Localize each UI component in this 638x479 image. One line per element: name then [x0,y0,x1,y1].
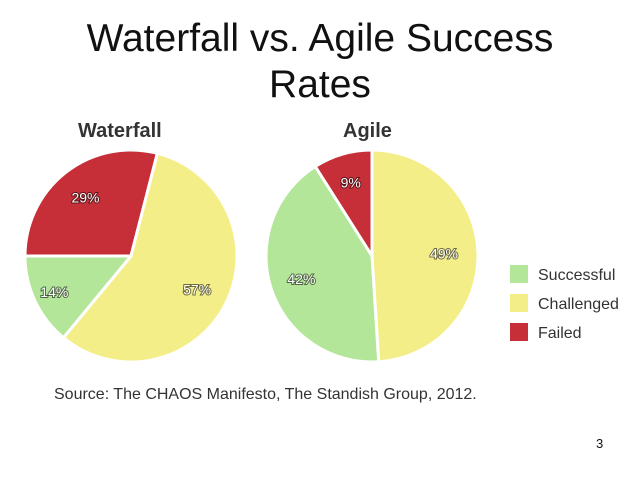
agile-slice-successful [264,165,381,364]
agile-chart-title: Agile [343,120,392,142]
agile-label-challenged: 49% [430,246,458,262]
agile-label-failed: 9% [341,175,361,191]
waterfall-slice-successful [23,254,133,340]
waterfall-label-challenged: 57% [183,282,211,298]
legend-label-failed: Failed [538,325,582,342]
legend-swatch-successful [510,265,528,283]
page-number: 3 [596,436,604,451]
waterfall-chart-title: Waterfall [78,120,162,142]
slide-title-line-2: Rates [269,63,371,106]
slide-title-line-1: Waterfall vs. Agile Success [86,17,554,60]
source-citation: Source: The CHAOS Manifesto, The Standis… [54,386,477,403]
agile-slice-challenged [370,148,480,364]
agile-label-successful: 42% [287,271,315,287]
legend-label-challenged: Challenged [538,296,619,313]
legend-swatch-challenged [510,294,528,312]
waterfall-slice-challenged [61,151,239,364]
waterfall-label-failed: 29% [71,189,99,205]
legend-swatch-failed [510,323,528,341]
waterfall-slice-failed [23,148,159,258]
slide-title: Waterfall vs. Agile Success Rates [60,16,580,108]
legend-label-successful: Successful [538,267,615,284]
waterfall-label-successful: 14% [40,284,68,300]
